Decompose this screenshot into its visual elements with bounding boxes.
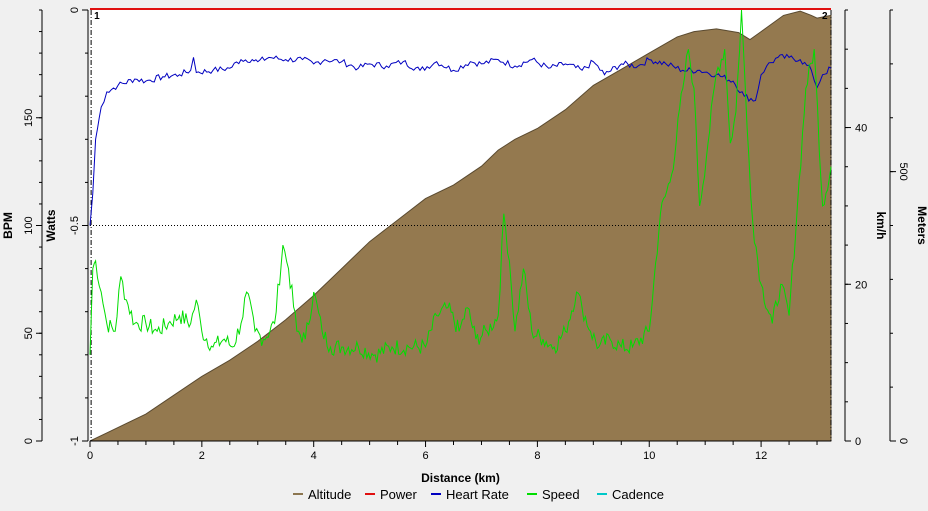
watts-axis-title: Watts <box>44 209 58 242</box>
kmh-axis-title: km/h <box>874 211 888 239</box>
legend-label-altitude: Altitude <box>308 487 351 502</box>
x-tick-label: 8 <box>534 450 540 462</box>
kmh-tick-label: 20 <box>855 279 867 291</box>
altitude-area <box>89 10 832 442</box>
x-tick-label: 4 <box>311 450 317 462</box>
legend-label-cadence: Cadence <box>612 487 664 502</box>
meters-tick-label: 0 <box>897 438 909 444</box>
legend-label-power: Power <box>380 487 418 502</box>
bpm-tick-label: 50 <box>23 327 35 339</box>
speed-series-line <box>89 9 832 363</box>
legend-label-heart-rate: Heart Rate <box>446 487 509 502</box>
x-tick-label: 0 <box>87 450 93 462</box>
heart-rate-series-line <box>89 53 832 226</box>
legend-label-speed: Speed <box>542 487 580 502</box>
x-tick-label: 10 <box>643 450 655 462</box>
x-tick-label: 2 <box>199 450 205 462</box>
kmh-tick-label: 40 <box>855 123 867 135</box>
meters-axis-title: Meters <box>915 206 928 245</box>
bpm-tick-label: 100 <box>23 216 35 234</box>
x-tick-label: 6 <box>422 450 428 462</box>
interval-marker-label-1: 1 <box>94 11 100 22</box>
bpm-axis-title: BPM <box>1 212 15 239</box>
interval-marker-label-2: 2 <box>822 11 828 22</box>
watts-tick-label: 0 <box>69 7 81 13</box>
watts-tick-label: -1 <box>69 436 81 446</box>
x-tick-label: 12 <box>755 450 767 462</box>
bpm-tick-label: 150 <box>23 109 35 127</box>
meters-tick-label: 500 <box>897 162 909 180</box>
kmh-tick-label: 0 <box>855 436 861 448</box>
x-axis-title: Distance (km) <box>421 471 500 485</box>
watts-tick-label: -0.5 <box>69 216 81 235</box>
bpm-tick-label: 0 <box>23 438 35 444</box>
